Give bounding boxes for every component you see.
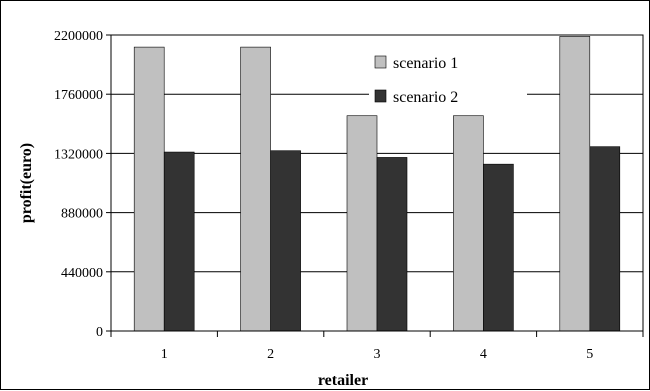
x-axis-title: retailer bbox=[318, 372, 368, 389]
legend-swatch-scenario-1 bbox=[374, 55, 387, 69]
x-tick-labels: 1 2 3 4 5 bbox=[110, 331, 644, 362]
bar-scenario-2-retailer-1 bbox=[163, 151, 195, 332]
legend-label-scenario-2: scenario 2 bbox=[393, 89, 458, 106]
x-tick-label: 2 bbox=[267, 347, 274, 362]
legend-swatch-scenario-2 bbox=[374, 89, 387, 103]
bar-scenario-1-retailer-2 bbox=[240, 46, 271, 332]
legend: scenario 1 scenario 2 bbox=[369, 53, 527, 113]
y-tick-label: 880000 bbox=[61, 207, 103, 222]
bar-scenario-2-retailer-2 bbox=[270, 150, 301, 332]
bar-scenario-1-retailer-1 bbox=[133, 46, 165, 332]
legend-background bbox=[369, 53, 527, 113]
bars bbox=[133, 36, 621, 332]
y-tick-label: 440000 bbox=[61, 266, 103, 281]
bar-scenario-2-retailer-5 bbox=[589, 146, 621, 332]
bar-scenario-1-retailer-4 bbox=[453, 115, 484, 332]
y-tick-label: 1760000 bbox=[54, 88, 103, 103]
legend-label-scenario-1: scenario 1 bbox=[393, 55, 458, 72]
x-tick-label: 1 bbox=[161, 347, 168, 362]
y-tick-label: 0 bbox=[96, 325, 103, 340]
bar-scenario-1-retailer-5 bbox=[559, 36, 591, 332]
y-axis-title: profit(euro) bbox=[18, 143, 35, 223]
y-tick-label: 1320000 bbox=[54, 147, 103, 162]
x-tick-label: 3 bbox=[374, 347, 381, 362]
y-tick-labels: 0 440000 880000 1320000 1760000 2200000 bbox=[54, 29, 111, 340]
axes bbox=[110, 35, 643, 332]
bar-scenario-1-retailer-3 bbox=[346, 115, 378, 332]
bar-scenario-2-retailer-4 bbox=[483, 163, 514, 332]
y-tick-label: 2200000 bbox=[54, 29, 103, 44]
x-tick-label: 5 bbox=[586, 347, 593, 362]
bar-scenario-2-retailer-3 bbox=[376, 157, 408, 332]
x-tick-label: 4 bbox=[480, 347, 487, 362]
